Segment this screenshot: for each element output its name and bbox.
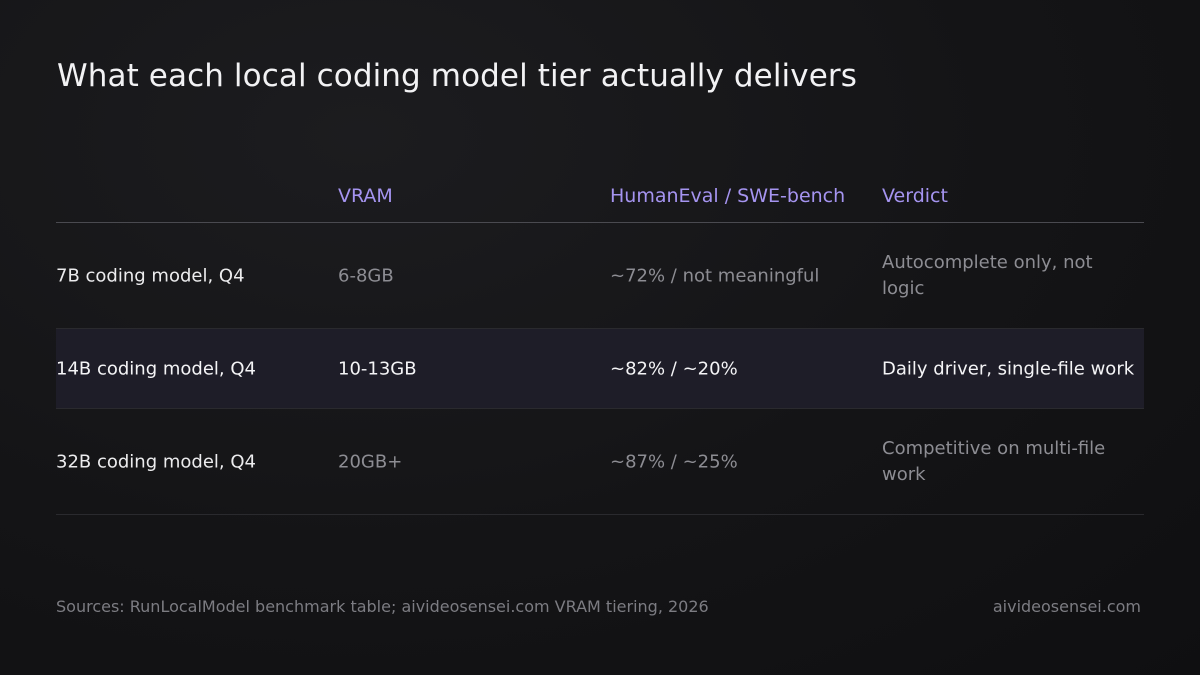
table-row: 32B coding model, Q4 20GB+ ~87% / ~25% C… (56, 409, 1144, 515)
model-cell: 14B coding model, Q4 (56, 358, 256, 379)
model-cell: 7B coding model, Q4 (56, 265, 245, 286)
vram-cell: 10-13GB (338, 358, 417, 379)
column-header-scores: HumanEval / SWE-bench (610, 185, 846, 207)
vram-cell: 6-8GB (338, 265, 394, 286)
table-header-row: VRAM HumanEval / SWE-bench Verdict (56, 170, 1144, 223)
column-header-vram: VRAM (338, 185, 393, 207)
table-row-highlighted: 14B coding model, Q4 10-13GB ~82% / ~20%… (56, 329, 1144, 409)
comparison-table: VRAM HumanEval / SWE-bench Verdict 7B co… (56, 170, 1144, 515)
scores-cell: ~82% / ~20% (610, 358, 738, 379)
scores-cell: ~72% / not meaningful (610, 265, 820, 286)
page-title: What each local coding model tier actual… (57, 58, 857, 94)
column-header-verdict: Verdict (882, 185, 948, 207)
model-cell: 32B coding model, Q4 (56, 451, 256, 472)
scores-cell: ~87% / ~25% (610, 451, 738, 472)
table-row: 7B coding model, Q4 6-8GB ~72% / not mea… (56, 223, 1144, 329)
verdict-cell: Autocomplete only, not logic (882, 251, 1093, 299)
verdict-cell: Daily driver, single-file work (882, 358, 1135, 379)
sources-note: Sources: RunLocalModel benchmark table; … (56, 597, 709, 616)
site-credit: aivideosensei.com (992, 597, 1141, 616)
verdict-cell: Competitive on multi-file work (882, 437, 1106, 485)
vram-cell: 20GB+ (338, 451, 403, 472)
